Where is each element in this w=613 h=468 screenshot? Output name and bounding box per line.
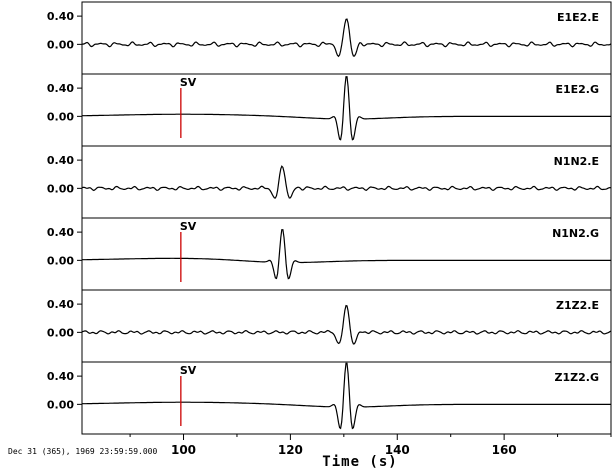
- y-tick-label: 0.40: [47, 370, 74, 383]
- trace-line: [81, 165, 612, 199]
- trace-line: [82, 76, 611, 141]
- panel-frame: [81, 361, 612, 435]
- sv-label: SV: [180, 76, 197, 89]
- sv-label: SV: [180, 364, 197, 377]
- x-tick-label: 140: [385, 443, 410, 457]
- y-tick-label: 0.00: [47, 110, 74, 123]
- trace-panel: 0.40 0.00 N1N2.G SV: [47, 217, 612, 291]
- x-tick-label: 120: [278, 443, 303, 457]
- y-tick-label: 0.00: [47, 182, 74, 195]
- channel-label: E1E2.E: [557, 11, 599, 24]
- trace-line: [82, 362, 611, 430]
- trace-panels: 0.40 0.00 E1E2.E 0.40 0.00 E1E2.G SV 0.40 0.00 N1…: [47, 1, 612, 435]
- y-tick-label: 0.00: [47, 38, 74, 51]
- trace-line: [82, 18, 612, 58]
- trace-line: [81, 304, 612, 345]
- sv-label: SV: [180, 220, 197, 233]
- panel-frame: [81, 217, 612, 291]
- channel-label: Z1Z2.E: [556, 299, 599, 312]
- timestamp: Dec 31 (365), 1969 23:59:59.000: [8, 447, 157, 456]
- channel-label: E1E2.G: [555, 83, 599, 96]
- trace-panel: 0.40 0.00 E1E2.G SV: [47, 73, 612, 147]
- x-axis: 100 120 140 160: [129, 434, 612, 457]
- y-tick-label: 0.00: [47, 326, 74, 339]
- trace-panel: 0.40 0.00 Z1Z2.E: [47, 289, 612, 363]
- x-tick-label: 100: [171, 443, 196, 457]
- trace-panel: 0.40 0.00 Z1Z2.G SV: [47, 361, 612, 435]
- panel-frame: [81, 1, 612, 75]
- y-tick-label: 0.00: [47, 254, 74, 267]
- channel-label: N1N2.G: [552, 227, 599, 240]
- x-axis-label: Time (s): [322, 454, 397, 468]
- y-tick-label: 0.40: [47, 82, 74, 95]
- channel-label: Z1Z2.G: [555, 371, 599, 384]
- trace-panel: 0.40 0.00 N1N2.E: [47, 145, 612, 219]
- y-tick-label: 0.40: [47, 226, 74, 239]
- channel-label: N1N2.E: [554, 155, 599, 168]
- x-tick-label: 160: [492, 443, 517, 457]
- trace-panel: 0.40 0.00 E1E2.E: [47, 1, 612, 75]
- panel-frame: [81, 145, 612, 219]
- y-tick-label: 0.40: [47, 154, 74, 167]
- panel-frame: [81, 289, 612, 363]
- trace-line: [82, 229, 611, 280]
- panel-frame: [81, 73, 612, 147]
- y-tick-label: 0.40: [47, 298, 74, 311]
- y-tick-label: 0.00: [47, 398, 74, 411]
- y-tick-label: 0.40: [47, 10, 74, 23]
